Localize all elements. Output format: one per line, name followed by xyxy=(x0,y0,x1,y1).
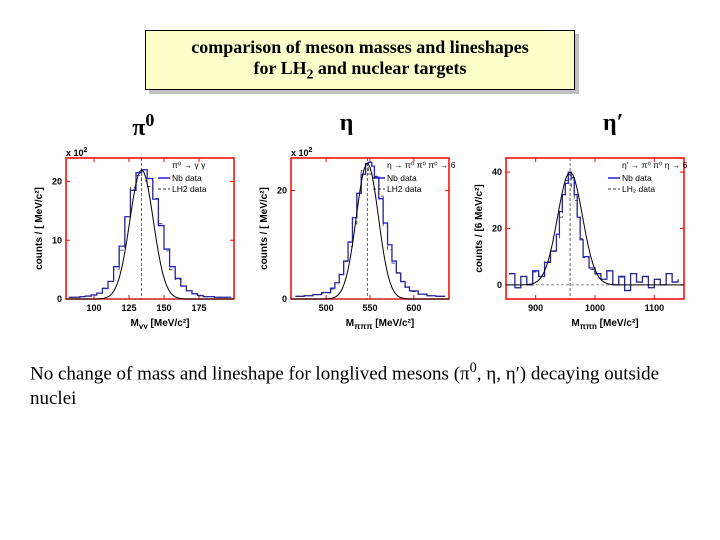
svg-text:counts / [ MeV/c²]: counts / [ MeV/c²] xyxy=(259,187,270,270)
title-box: comparison of meson masses and lineshape… xyxy=(145,30,575,90)
label-pi0: π0 xyxy=(30,110,217,142)
svg-text:0: 0 xyxy=(497,279,502,289)
svg-text:Nb data: Nb data xyxy=(172,173,202,183)
svg-text:550: 550 xyxy=(362,303,377,313)
svg-text:Mγγ [MeV/c²]: Mγγ [MeV/c²] xyxy=(131,318,190,329)
chart-eta: 0 20 500 550 600 counts / [ MeV/c²] Mπππ [MeV/… xyxy=(255,144,455,329)
svg-text:x 102: x 102 xyxy=(66,147,88,158)
svg-text:500: 500 xyxy=(319,303,334,313)
svg-text:LH2 data: LH2 data xyxy=(172,184,207,194)
chart-pi0: 0 10 20 100 125 150 175 counts / [ MeV/c²] Mγγ [… xyxy=(30,144,240,329)
svg-text:LH2 data: LH2 data xyxy=(387,184,422,194)
svg-text:1100: 1100 xyxy=(645,303,665,313)
svg-text:Nb data: Nb data xyxy=(387,173,417,183)
title-line1: comparison of meson masses and lineshape… xyxy=(158,37,562,58)
charts-row: 0 10 20 100 125 150 175 counts / [ MeV/c²] Mγγ [… xyxy=(30,144,690,329)
svg-text:LH₂ data: LH₂ data xyxy=(622,184,655,194)
svg-text:η → π⁰ π⁰ π⁰ → 6 γ: η → π⁰ π⁰ π⁰ → 6 γ xyxy=(387,160,455,170)
svg-text:1000: 1000 xyxy=(585,303,605,313)
svg-text:0: 0 xyxy=(57,294,62,304)
svg-text:Mππη [MeV/c²]: Mππη [MeV/c²] xyxy=(571,318,638,329)
title-banner: comparison of meson masses and lineshape… xyxy=(145,30,575,90)
svg-text:counts / [ MeV/c²]: counts / [ MeV/c²] xyxy=(34,187,45,270)
conclusion-text: No change of mass and lineshape for long… xyxy=(30,359,690,412)
svg-text:40: 40 xyxy=(492,167,502,177)
svg-text:x 102: x 102 xyxy=(291,147,313,158)
chart-label-row: π0 η η′ xyxy=(30,110,690,142)
label-eta: η xyxy=(217,110,417,142)
svg-text:η′ → π⁰ π⁰ η → 6 γ: η′ → π⁰ π⁰ η → 6 γ xyxy=(622,160,690,170)
svg-text:20: 20 xyxy=(277,185,287,195)
chart-etap: 0 20 40 900 1000 1100 counts / [6 MeV/c²] Mππη … xyxy=(470,144,690,329)
svg-text:150: 150 xyxy=(156,303,171,313)
svg-text:Mπππ [MeV/c²]: Mπππ [MeV/c²] xyxy=(346,318,414,329)
svg-text:0: 0 xyxy=(282,294,287,304)
svg-text:20: 20 xyxy=(52,176,62,186)
svg-text:600: 600 xyxy=(406,303,421,313)
svg-text:counts / [6 MeV/c²]: counts / [6 MeV/c²] xyxy=(474,184,485,272)
title-line2: for LH2 and nuclear targets xyxy=(158,58,562,83)
svg-text:100: 100 xyxy=(86,303,101,313)
svg-text:Nb data: Nb data xyxy=(622,173,652,183)
svg-text:125: 125 xyxy=(121,303,136,313)
svg-text:20: 20 xyxy=(492,223,502,233)
svg-text:175: 175 xyxy=(191,303,206,313)
svg-text:π⁰ → γ γ: π⁰ → γ γ xyxy=(172,160,206,170)
svg-text:10: 10 xyxy=(52,235,62,245)
svg-text:900: 900 xyxy=(528,303,543,313)
label-etap: η′ xyxy=(416,110,690,142)
